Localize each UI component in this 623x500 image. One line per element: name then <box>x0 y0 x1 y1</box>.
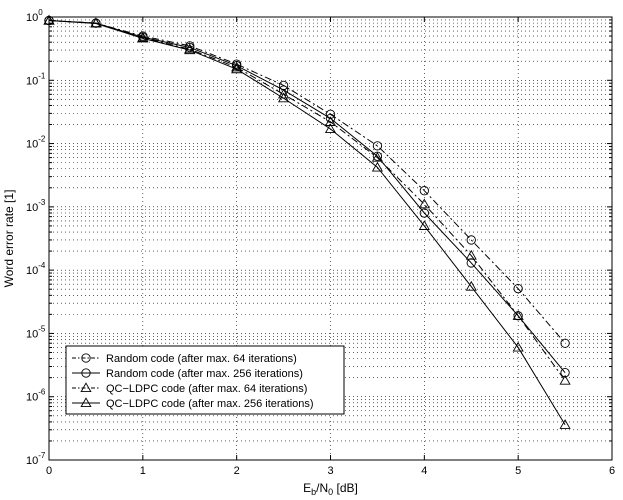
x-label-mid: /N <box>316 481 328 495</box>
data-point <box>559 419 571 429</box>
data-point <box>465 280 477 291</box>
data-point <box>419 208 429 218</box>
series-1 <box>44 15 570 378</box>
data-point <box>324 116 337 126</box>
legend-label: QC−LDPC code (after max. 256 iterations) <box>106 398 314 410</box>
legend-box <box>65 345 345 415</box>
data-point <box>231 63 243 74</box>
data-point <box>560 368 570 378</box>
legend-label: Random code (after max. 64 iterations) <box>106 353 297 365</box>
legend-item: Random code (after max. 256 iterations) <box>72 368 303 380</box>
series-line <box>48 20 566 381</box>
data-point <box>418 198 430 209</box>
legend: Random code (after max. 64 iterations) Ra… <box>65 345 345 415</box>
series-layer <box>43 14 571 429</box>
series-line <box>48 20 566 344</box>
data-point <box>371 151 383 162</box>
data-point <box>325 113 336 124</box>
series-0 <box>44 15 570 348</box>
series-line <box>48 20 566 373</box>
data-point <box>372 141 383 151</box>
tick-labels: 0 1 2 3 4 5 6 10-7 10-6 10-5 10-4 10-3 10-2 10-1 100 <box>26 8 615 477</box>
legend-marker <box>80 382 92 393</box>
axis-ticks <box>48 16 613 461</box>
x-axis-label: Eb/N0 [dB] <box>303 481 358 497</box>
data-point <box>559 374 571 385</box>
data-point <box>513 283 523 294</box>
x-label-E: E <box>303 481 311 495</box>
y-tick-label: 10-1 <box>26 71 46 87</box>
y-tick-label: 10-2 <box>26 135 46 151</box>
series-line <box>48 20 566 426</box>
x-tick-label: 4 <box>421 465 427 477</box>
data-point <box>185 42 195 53</box>
data-point <box>419 186 429 196</box>
data-point <box>137 32 149 43</box>
legend-marker <box>81 368 91 378</box>
x-label-sub-b: b <box>311 487 316 497</box>
series-2 <box>43 14 571 385</box>
y-tick-label: 10-3 <box>26 198 46 214</box>
data-point <box>560 338 570 348</box>
data-point <box>278 92 290 103</box>
y-tick-label: 10-5 <box>26 324 46 340</box>
data-point <box>512 310 524 320</box>
y-tick-label: 10-4 <box>26 261 46 277</box>
legend-label: QC−LDPC code (after max. 64 iterations) <box>106 383 307 395</box>
data-point <box>466 235 476 245</box>
data-point <box>324 123 337 134</box>
legend-item: QC−LDPC code (after max. 64 iterations) <box>72 382 307 395</box>
x-label-unit: [dB] <box>333 481 358 495</box>
x-label-sub-0: 0 <box>328 487 333 497</box>
y-axis-label: Word error rate [1] <box>2 190 16 288</box>
legend-marker <box>80 397 92 408</box>
x-tick-label: 6 <box>609 465 615 477</box>
data-point <box>371 161 383 172</box>
data-point <box>512 341 524 352</box>
data-point <box>90 17 102 28</box>
x-tick-label: 2 <box>234 465 240 477</box>
data-point <box>231 61 243 72</box>
data-point <box>465 249 477 260</box>
legend-marker <box>81 353 91 363</box>
x-tick-label: 3 <box>327 465 333 477</box>
legend-item: Random code (after max. 64 iterations) <box>72 353 297 365</box>
x-tick-label: 0 <box>46 465 52 477</box>
y-tick-label: 10-6 <box>26 388 46 404</box>
x-tick-label: 5 <box>515 465 521 477</box>
y-tick-label: 100 <box>26 8 43 24</box>
legend-label: Random code (after max. 256 iterations) <box>106 368 303 380</box>
data-point <box>418 220 430 230</box>
x-tick-label: 1 <box>140 465 146 477</box>
legend-item: QC−LDPC code (after max. 256 iterations) <box>72 397 314 410</box>
y-tick-label: 10-7 <box>26 451 46 467</box>
data-point <box>184 44 196 55</box>
